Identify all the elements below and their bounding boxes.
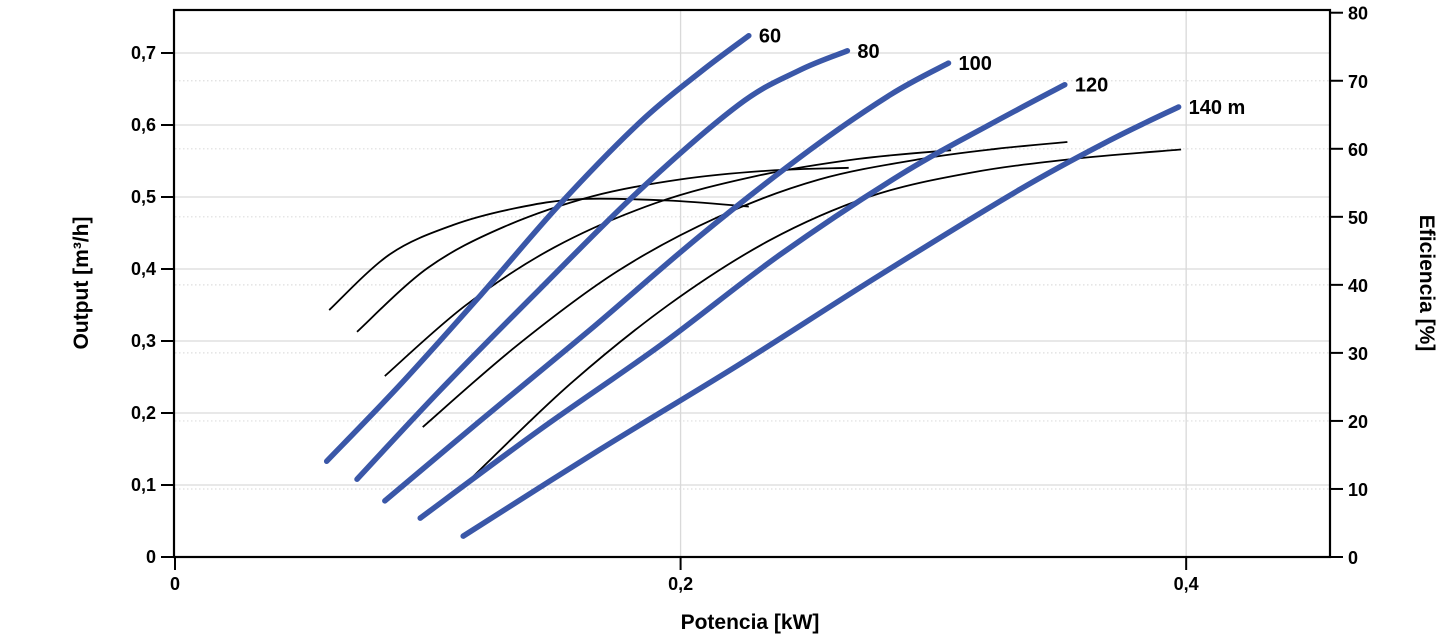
y-left-tick-label: 0,2	[131, 403, 156, 423]
head-curve-label-120: 120	[1075, 75, 1108, 97]
y-left-tick-label: 0,3	[131, 331, 156, 351]
y-left-tick-label: 0,7	[131, 43, 156, 63]
y-left-axis-title: Output [m³/h]	[70, 217, 93, 350]
y-left-tick-label: 0	[146, 547, 156, 567]
efficiency-120-curve	[422, 141, 1068, 428]
y-right-tick-label: 10	[1348, 480, 1368, 500]
y-right-tick-label: 80	[1348, 4, 1368, 24]
x-tick-label: 0,4	[1174, 574, 1199, 594]
grid-layer	[175, 10, 1329, 557]
y-right-tick-label: 60	[1348, 140, 1368, 160]
axis-layer: 0 0,1 0,2 0,3 0,4 0,5 0,6 0,7 0 10 20 30 40 50 60 70 80 0…	[131, 4, 1368, 594]
head-curve-label-100: 100	[959, 53, 992, 75]
y-left-tick-label: 0,6	[131, 115, 156, 135]
efficiency-140-curve	[462, 148, 1182, 487]
efficiency-100-curve	[384, 149, 952, 377]
efficiency-60-curve	[328, 197, 749, 311]
efficiency-80-curve	[356, 166, 849, 333]
y-left-tick-label: 0,4	[131, 259, 156, 279]
y-right-axis-title: Eficiencia [%]	[1415, 215, 1438, 352]
y-left-tick-label: 0,1	[131, 475, 156, 495]
curve-layer	[323, 32, 1182, 539]
head-curve-140-m	[460, 104, 1182, 539]
head-curve-label-60: 60	[759, 26, 781, 48]
head-curve-100	[382, 60, 952, 504]
plot-border	[172, 8, 1332, 559]
x-axis-title: Potencia [kW]	[681, 611, 820, 634]
y-right-tick-label: 0	[1348, 548, 1358, 568]
head-curve-label-80: 80	[857, 41, 879, 63]
y-right-tick-label: 20	[1348, 412, 1368, 432]
head-curve-80	[354, 48, 851, 482]
label-layer: 60 80 100 120 140 m	[759, 26, 1245, 119]
y-right-tick-label: 30	[1348, 344, 1368, 364]
y-right-tick-label: 70	[1348, 72, 1368, 92]
y-left-tick-label: 0,5	[131, 187, 156, 207]
head-curve-60	[323, 32, 752, 464]
y-right-tick-label: 50	[1348, 208, 1368, 228]
y-right-tick-label: 40	[1348, 276, 1368, 296]
x-tick-label: 0	[170, 574, 180, 594]
head-curve-120	[417, 81, 1068, 521]
head-curve-label-140-m: 140 m	[1189, 97, 1246, 119]
x-tick-label: 0,2	[668, 574, 693, 594]
